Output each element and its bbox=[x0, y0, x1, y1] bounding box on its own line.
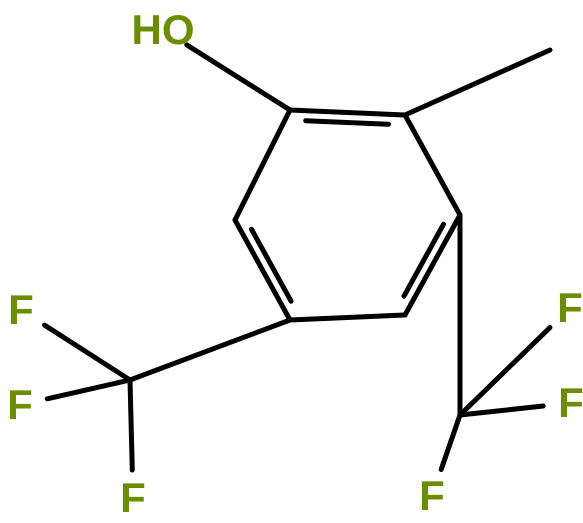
atom-label-f: F bbox=[7, 384, 33, 426]
atom-label-f: F bbox=[120, 477, 146, 519]
bond bbox=[405, 215, 460, 315]
bond bbox=[130, 380, 132, 470]
bond bbox=[290, 110, 405, 115]
bond bbox=[306, 121, 389, 125]
bond bbox=[235, 220, 290, 320]
atom-label-oh: HO bbox=[132, 9, 195, 51]
bond bbox=[441, 415, 460, 470]
atom-label-f: F bbox=[8, 289, 34, 331]
bond bbox=[45, 325, 130, 380]
bond bbox=[47, 380, 130, 399]
bond bbox=[235, 110, 290, 220]
atom-label-f: F bbox=[558, 382, 583, 424]
molecule-canvas: HO F F F F F F bbox=[0, 0, 583, 523]
bond bbox=[460, 406, 543, 415]
bond bbox=[187, 45, 290, 110]
bond bbox=[405, 50, 550, 115]
bond bbox=[460, 328, 550, 415]
bond bbox=[130, 320, 290, 380]
atom-label-f: F bbox=[557, 287, 583, 329]
bond bbox=[290, 315, 405, 320]
bond bbox=[405, 115, 460, 215]
atom-label-f: F bbox=[419, 475, 445, 517]
bond-layer bbox=[0, 0, 583, 523]
